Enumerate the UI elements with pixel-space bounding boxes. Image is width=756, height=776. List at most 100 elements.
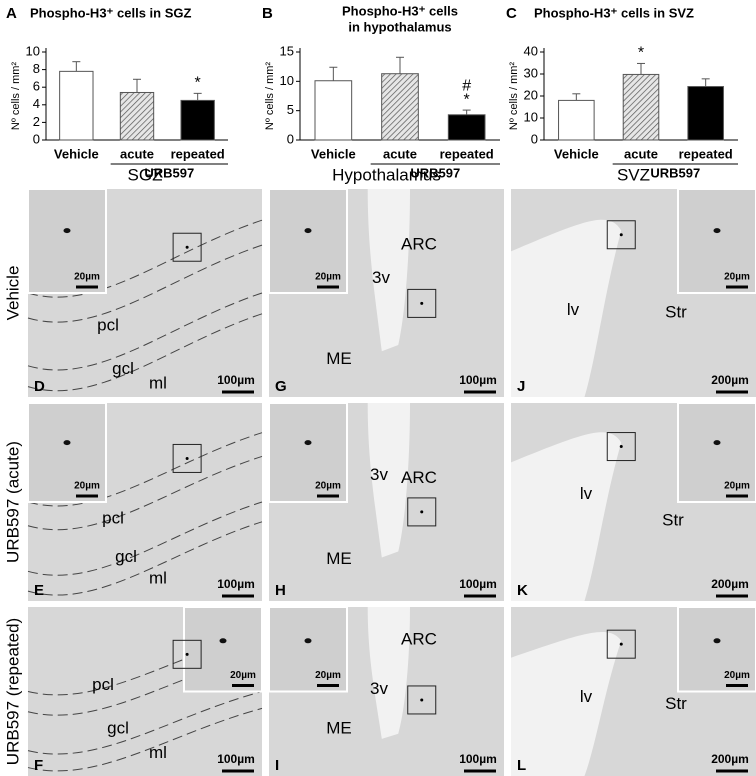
panel-letter: L — [517, 757, 526, 774]
roi-box — [407, 685, 437, 715]
labeled-cell — [619, 445, 623, 449]
scale-label: 100µm — [459, 373, 497, 387]
region-label: gcl — [107, 718, 129, 737]
column-title: SVZ — [617, 165, 650, 184]
labeled-cell — [304, 440, 312, 446]
inset-scale-label: 20µm — [724, 670, 750, 681]
roi-box — [606, 432, 636, 462]
layer-boundary — [27, 219, 263, 298]
micrograph: 20µm lv Str L 200µm — [511, 606, 756, 776]
panel-letter: A — [6, 5, 17, 22]
inset — [268, 188, 348, 294]
significance-marker: # — [462, 77, 471, 94]
column-title: SGZ — [128, 165, 163, 184]
layer-boundary — [27, 432, 263, 507]
micrograph: 20µm 3v ARC ME H 100µm — [268, 402, 504, 601]
y-tick-label: 40 — [524, 43, 538, 58]
y-tick-label: 0 — [287, 131, 294, 146]
inset — [268, 606, 348, 693]
roi-box — [606, 629, 636, 659]
bar — [59, 70, 94, 141]
y-tick-label: 5 — [287, 102, 294, 117]
inset — [677, 402, 756, 503]
ventricle — [367, 403, 410, 558]
region-label: ml — [149, 568, 167, 587]
roi-box — [172, 639, 202, 669]
panel-letter: H — [275, 582, 286, 599]
inset — [677, 606, 756, 693]
micrograph: 20µm pcl gcl ml F 100µm — [27, 606, 263, 776]
group-label: URB597 — [650, 165, 700, 180]
group-label: URB597 — [410, 165, 460, 180]
roi-box — [407, 497, 437, 527]
region-label: lv — [580, 484, 593, 503]
region-label: ME — [326, 718, 352, 737]
region-label: ARC — [401, 629, 437, 648]
bar — [180, 99, 215, 141]
region-label: Str — [665, 302, 687, 321]
scale-label: 200µm — [711, 752, 749, 766]
labeled-cell — [713, 440, 721, 446]
labeled-cell — [185, 652, 189, 656]
labeled-cell — [185, 456, 189, 460]
labeled-cell — [420, 698, 424, 702]
labeled-cell — [304, 638, 312, 644]
panel-letter: F — [34, 757, 43, 774]
inset-scale-label: 20µm — [315, 670, 341, 681]
region-label: ME — [326, 549, 352, 568]
y-tick-label: 15 — [280, 43, 294, 58]
ventricle — [511, 432, 622, 601]
bar — [622, 73, 660, 141]
labeled-cell — [304, 228, 312, 234]
inset — [27, 402, 107, 503]
region-label: pcl — [102, 508, 124, 527]
region-label: ME — [326, 349, 352, 368]
labeled-cell — [63, 440, 71, 446]
inset-scale-label: 20µm — [315, 272, 341, 283]
x-tick-label: acute — [624, 146, 658, 161]
y-tick-label: 8 — [33, 61, 40, 76]
x-tick-label: acute — [383, 146, 417, 161]
layer-boundary — [27, 521, 263, 596]
x-tick-label: Vehicle — [54, 146, 99, 161]
layer-boundary — [27, 292, 263, 371]
y-tick-label: 0 — [33, 131, 40, 146]
inset-scale-label: 20µm — [230, 670, 256, 681]
panel-letter: B — [262, 5, 273, 22]
chart-title: Phospho-H3⁺ cells — [342, 3, 458, 18]
row-label: Vehicle — [3, 266, 22, 321]
region-label: lv — [580, 687, 593, 706]
inset — [677, 188, 756, 294]
inset-scale-label: 20µm — [74, 481, 100, 492]
layer-boundary — [27, 631, 263, 696]
scale-label: 100µm — [217, 577, 255, 591]
y-axis-label: Nº cells / mm² — [264, 62, 276, 131]
bar — [314, 80, 353, 141]
roi-box — [606, 220, 636, 250]
inset-scale-label: 20µm — [724, 481, 750, 492]
labeled-cell — [420, 301, 424, 305]
region-label: lv — [567, 300, 580, 319]
x-tick-label: repeated — [679, 146, 733, 161]
bar — [381, 73, 419, 141]
y-axis-label: Nº cells / mm² — [10, 62, 22, 131]
layer-boundary — [27, 691, 263, 755]
y-tick-label: 6 — [33, 79, 40, 94]
y-tick-label: 10 — [524, 109, 538, 124]
significance-marker: * — [195, 75, 201, 92]
bar — [558, 99, 595, 141]
y-tick-label: 20 — [524, 87, 538, 102]
layer-boundary — [27, 244, 263, 323]
labeled-cell — [619, 642, 623, 646]
layer-boundary — [27, 652, 263, 716]
x-tick-label: Vehicle — [554, 146, 599, 161]
panel-letter: J — [517, 378, 525, 395]
labeled-cell — [713, 228, 721, 234]
ventricle — [511, 219, 622, 397]
panel-letter: I — [275, 757, 279, 774]
bar — [119, 91, 155, 141]
inset-scale-label: 20µm — [315, 481, 341, 492]
